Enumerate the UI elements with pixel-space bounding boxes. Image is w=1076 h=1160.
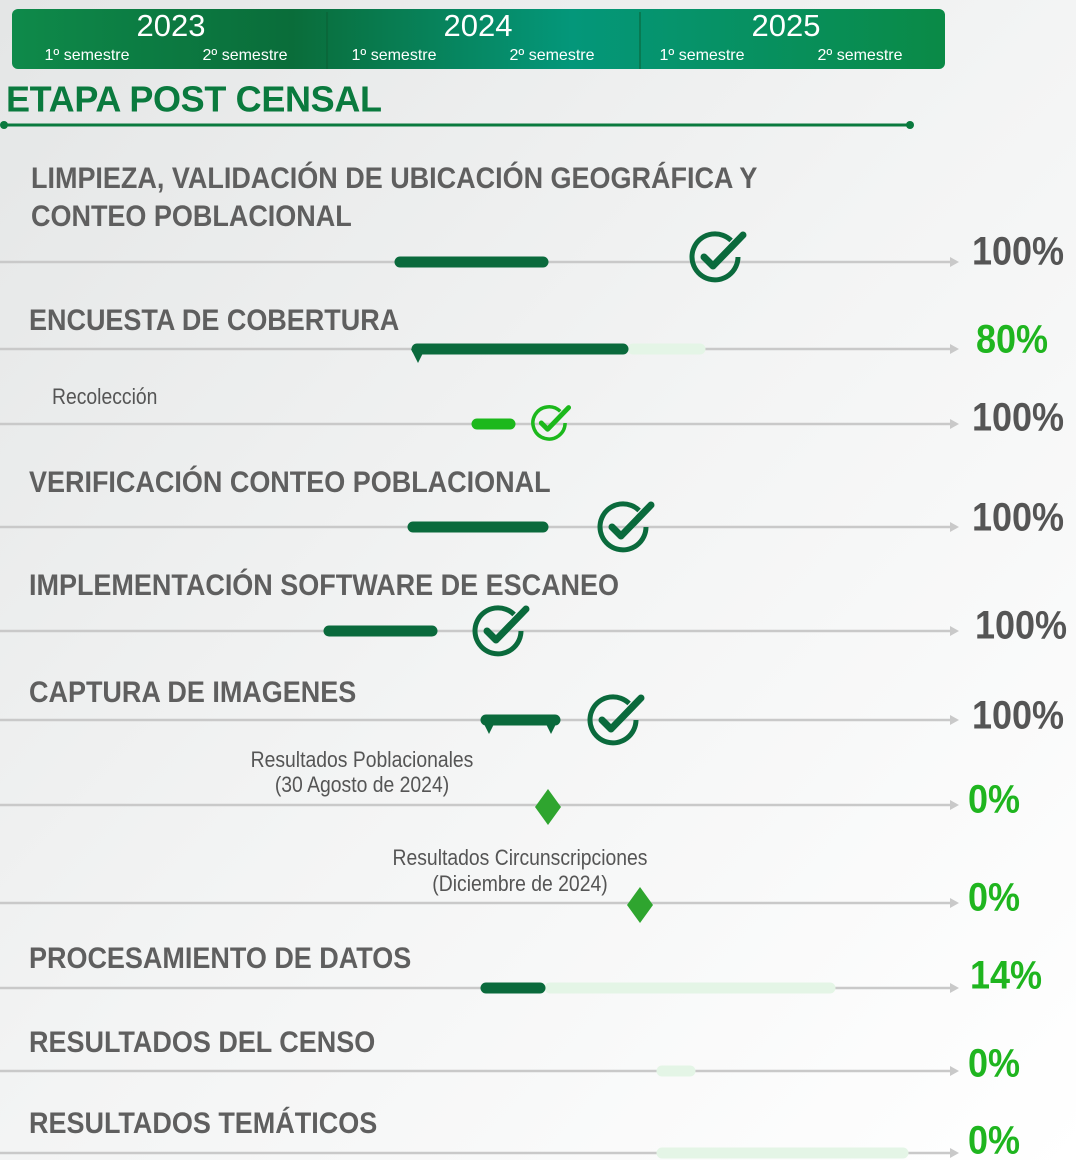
rule-dot: [906, 121, 914, 129]
bar-tip: [482, 720, 496, 734]
task-label: LIMPIEZA, VALIDACIÓN DE UBICACIÓN GEOGRÁ…: [31, 162, 757, 196]
track-arrow: [950, 344, 959, 354]
check-mark: [700, 231, 747, 270]
semester-label: 2º semestre: [510, 47, 595, 64]
semester-label: 1º semestre: [660, 47, 745, 64]
task-label: VERIFICACIÓN CONTEO POBLACIONAL: [29, 466, 551, 500]
percent-label: 14%: [970, 954, 1042, 998]
check-mark: [538, 405, 572, 432]
check-ring: [587, 694, 639, 746]
track-arrow: [950, 1148, 959, 1158]
year-label: 2023: [137, 8, 206, 43]
check-mark: [483, 605, 530, 644]
percent-label: 0%: [968, 1042, 1020, 1086]
year-label: 2024: [444, 8, 513, 43]
track-arrow: [950, 983, 959, 993]
track-arrow: [950, 715, 959, 725]
percent-label: 100%: [975, 604, 1067, 648]
check-ring: [472, 605, 524, 657]
task-label: IMPLEMENTACIÓN SOFTWARE DE ESCANEO: [29, 569, 619, 603]
check-mark: [598, 694, 645, 733]
percent-label: 100%: [972, 694, 1064, 738]
task-label: PROCESAMIENTO DE DATOS: [29, 942, 411, 976]
milestone-label: (30 Agosto de 2024): [275, 773, 449, 797]
percent-label: 100%: [972, 396, 1064, 440]
milestone-diamond: [627, 887, 653, 923]
percent-label: 0%: [968, 778, 1020, 822]
check-mark: [608, 501, 655, 540]
track-arrow: [950, 626, 959, 636]
bar-tip: [411, 349, 425, 363]
task-label: ENCUESTA DE COBERTURA: [29, 304, 399, 338]
semester-label: 1º semestre: [45, 47, 130, 64]
check-ring: [597, 501, 649, 553]
percent-label: 80%: [976, 318, 1048, 362]
check-ring: [531, 405, 567, 441]
percent-label: 0%: [968, 876, 1020, 920]
check-ring: [689, 231, 741, 283]
track-arrow: [950, 898, 959, 908]
task-label: RESULTADOS TEMÁTICOS: [29, 1107, 377, 1141]
milestone-diamond: [535, 789, 561, 825]
track-arrow: [950, 419, 959, 429]
semester-label: 2º semestre: [818, 47, 903, 64]
semester-label: 1º semestre: [352, 47, 437, 64]
task-label: CONTEO POBLACIONAL: [31, 200, 352, 234]
section-title: ETAPA POST CENSAL: [6, 79, 382, 120]
track-arrow: [950, 522, 959, 532]
percent-label: 100%: [972, 496, 1064, 540]
task-label: CAPTURA DE IMAGENES: [29, 676, 356, 710]
header-band: [12, 9, 945, 69]
milestone-label: Resultados Circunscripciones: [393, 846, 648, 870]
track-arrow: [950, 257, 959, 267]
semester-label: 2º semestre: [203, 47, 288, 64]
bar-tip: [544, 720, 558, 734]
task-label: RESULTADOS DEL CENSO: [29, 1026, 375, 1060]
milestone-label: Recolección: [52, 385, 157, 409]
milestone-label: Resultados Poblacionales: [251, 748, 474, 772]
track-arrow: [950, 800, 959, 810]
percent-label: 0%: [968, 1119, 1020, 1160]
track-arrow: [950, 1066, 959, 1076]
milestone-label: (Diciembre de 2024): [432, 872, 607, 896]
percent-label: 100%: [972, 230, 1064, 274]
rule-dot: [0, 121, 8, 129]
year-label: 2025: [752, 8, 821, 43]
